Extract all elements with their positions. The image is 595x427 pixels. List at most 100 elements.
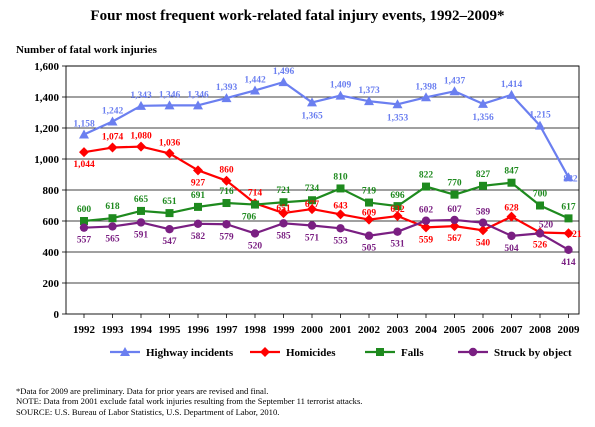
data-label: 651	[276, 204, 291, 214]
footnote-preliminary: *Data for 2009 are preliminary. Data for…	[16, 386, 269, 396]
y-tick-label: 1,200	[34, 123, 59, 135]
data-point-circle	[250, 229, 260, 238]
data-label: 734	[305, 184, 320, 194]
data-point-square	[507, 178, 516, 187]
data-point-diamond	[107, 142, 118, 153]
legend: Highway incidents Homicides Falls Struck by…	[110, 347, 572, 359]
data-point-circle	[136, 218, 146, 227]
data-point-square	[365, 198, 373, 207]
data-point-diamond	[136, 141, 146, 152]
x-tick-label: 1996	[187, 324, 210, 336]
data-label: 691	[191, 191, 206, 201]
legend-swatch-marker	[468, 347, 478, 357]
data-point-circle	[421, 216, 431, 225]
data-point-diamond	[478, 225, 488, 236]
data-labels: 1,158 1,242 1,343 1,346 1,346 1,393 1,442 1,496…	[73, 67, 582, 268]
legend-label: Struck by object	[494, 347, 572, 359]
data-label: 547	[162, 237, 177, 247]
data-point-circle	[222, 220, 231, 229]
data-label: 531	[390, 240, 405, 250]
series-line-highway-incidents	[83, 81, 570, 178]
data-point-circle	[364, 231, 374, 240]
data-point-circle	[279, 219, 288, 228]
data-label: 1,346	[159, 90, 181, 100]
data-point-circle	[108, 222, 117, 231]
data-point-triangle	[107, 116, 118, 126]
x-tick-label: 2007	[501, 324, 524, 336]
data-label: 571	[305, 233, 320, 243]
data-label: 810	[333, 172, 348, 182]
data-label: 1,356	[472, 113, 494, 123]
data-label: 565	[105, 234, 120, 244]
data-label: 706	[242, 213, 257, 223]
data-label: 579	[219, 232, 234, 242]
data-point-triangle	[335, 90, 346, 100]
x-tick-label: 1993	[102, 324, 125, 336]
data-point-triangle	[506, 89, 517, 99]
data-point-square	[108, 214, 117, 223]
data-label: 559	[419, 235, 434, 245]
data-point-square	[564, 214, 573, 223]
data-point-triangle	[478, 98, 488, 108]
data-point-circle	[307, 221, 317, 230]
x-tick-label: 2006	[472, 324, 495, 336]
x-tick-label: 1998	[244, 324, 267, 336]
data-label: 589	[476, 208, 491, 218]
x-tick-label: 1994	[130, 324, 153, 336]
x-tick-labels: 1992 1993 1994 1995 1996 1997 1998 1999 2000 2001…	[73, 324, 580, 336]
y-tick-label: 200	[43, 278, 60, 290]
data-label: 1,373	[358, 86, 380, 96]
series-line-falls	[83, 181, 569, 223]
data-point-square	[194, 202, 202, 211]
data-label: 822	[419, 171, 434, 181]
data-point-square	[479, 181, 487, 190]
x-tick-label: 1999	[273, 324, 296, 336]
x-tick-label: 2003	[387, 324, 410, 336]
data-label: 700	[533, 190, 548, 200]
data-point-triangle	[449, 86, 460, 96]
y-axis-title: Number of fatal work injuries	[16, 44, 157, 56]
data-label: 1,365	[301, 111, 323, 121]
data-point-triangle	[136, 100, 146, 110]
y-tick-label: 1,400	[34, 92, 59, 104]
x-tick-label: 2002	[358, 324, 381, 336]
data-point-diamond	[506, 211, 517, 222]
data-label: 696	[390, 191, 405, 201]
data-point-triangle	[221, 93, 232, 103]
y-tick-label: 800	[43, 185, 60, 197]
x-tick-label: 2000	[301, 324, 324, 336]
data-point-circle	[336, 224, 345, 233]
data-point-square	[137, 206, 145, 215]
y-tick-label: 0	[54, 309, 60, 321]
data-label: 540	[476, 238, 491, 248]
data-point-square	[80, 217, 88, 225]
data-point-diamond	[79, 147, 89, 158]
data-label: 1,074	[102, 133, 124, 143]
data-label: 526	[533, 240, 548, 250]
legend-swatch-marker	[120, 347, 130, 356]
data-point-triangle	[193, 100, 203, 110]
data-label: 677	[305, 200, 320, 210]
data-label: 585	[276, 231, 291, 241]
legend-label: Falls	[401, 347, 424, 359]
data-label: 665	[134, 195, 149, 205]
data-point-diamond	[164, 148, 175, 159]
data-point-triangle	[364, 96, 374, 106]
data-point-square	[308, 196, 316, 205]
data-label: 719	[362, 187, 377, 197]
data-label: 1,343	[130, 91, 152, 101]
data-label: 882	[563, 174, 578, 184]
y-tick-label: 1,000	[34, 154, 59, 166]
data-point-triangle	[563, 172, 574, 182]
y-tick-labels: 0 200 400 600 800 1,000 1,200 1,400 1,600	[34, 61, 59, 321]
footnotes: *Data for 2009 are preliminary. Data for…	[16, 386, 362, 417]
data-point-circle	[79, 223, 89, 232]
series-lines	[79, 77, 574, 255]
legend-label: Homicides	[286, 347, 336, 359]
data-label: 1,353	[387, 113, 409, 123]
series-line-struck-by-object	[83, 218, 570, 251]
data-point-triangle	[392, 99, 403, 109]
data-point-diamond	[392, 211, 403, 222]
data-label: 618	[105, 202, 120, 212]
data-label: 721	[276, 186, 291, 196]
